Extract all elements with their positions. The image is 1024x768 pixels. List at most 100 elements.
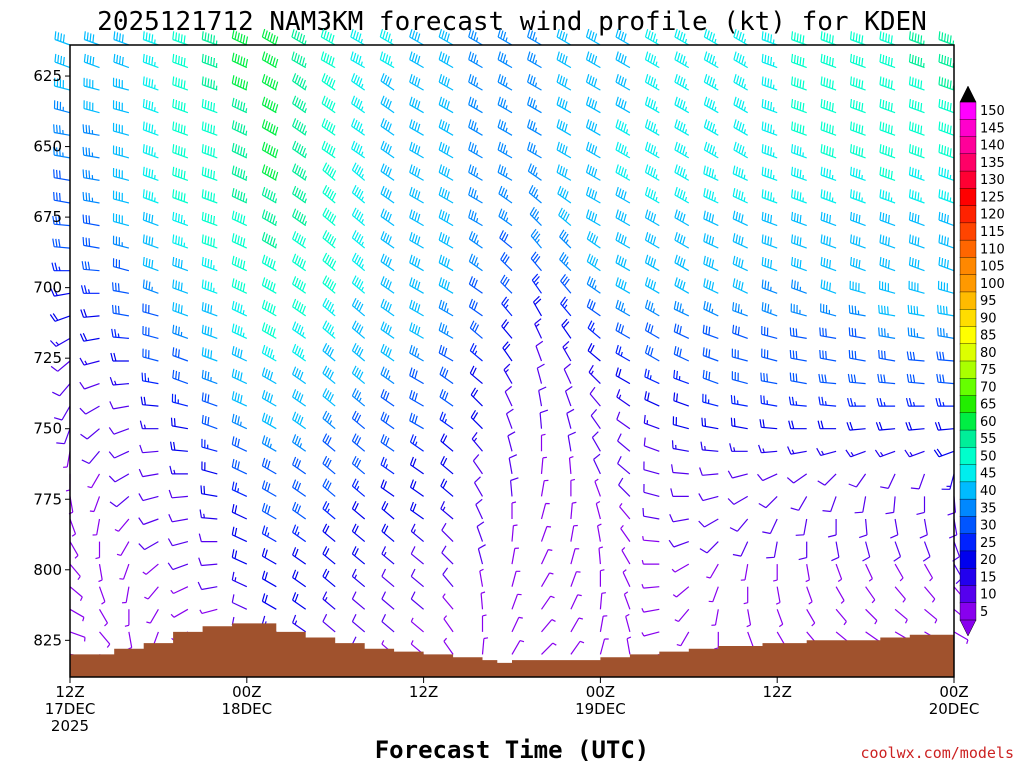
wind-barb <box>511 524 518 542</box>
colorbar-cell <box>959 343 977 362</box>
wind-barb <box>112 77 130 91</box>
wind-barb <box>261 502 277 520</box>
wind-barb <box>53 191 71 204</box>
wind-barb <box>698 518 719 528</box>
wind-barb <box>818 396 837 407</box>
wind-barb <box>201 438 218 452</box>
wind-barb <box>322 185 337 204</box>
wind-barb <box>760 395 778 407</box>
wind-barb <box>201 347 218 362</box>
wind-barb <box>568 456 574 474</box>
wind-barb <box>199 509 218 520</box>
wind-barb <box>50 360 71 372</box>
wind-barb <box>595 500 601 520</box>
wind-barb <box>480 591 486 610</box>
wind-barb <box>527 51 542 69</box>
colorbar-label: 75 <box>980 363 997 378</box>
wind-barb <box>511 640 525 655</box>
wind-barb <box>937 280 955 294</box>
wind-barb <box>438 299 454 317</box>
wind-barb <box>924 608 938 624</box>
wind-barb <box>439 389 454 407</box>
wind-barb <box>879 98 896 114</box>
wind-barb <box>231 571 248 588</box>
wind-barb <box>292 389 307 407</box>
wind-barb <box>938 144 955 159</box>
wind-barb <box>381 613 395 633</box>
wind-barb <box>908 31 925 46</box>
wind-barb <box>379 28 395 46</box>
wind-barb <box>380 140 395 159</box>
wind-barb <box>536 363 545 384</box>
wind-barb <box>409 96 424 114</box>
wind-barb <box>511 593 522 610</box>
wind-barb <box>79 357 100 366</box>
wind-barb <box>820 166 837 181</box>
colorbar-cell <box>959 119 977 138</box>
wind-barb <box>827 519 837 538</box>
wind-barb <box>292 253 307 272</box>
wind-barb <box>644 299 660 317</box>
wind-barb <box>409 51 424 69</box>
wind-barb <box>201 369 218 385</box>
wind-barb <box>144 586 159 600</box>
wind-barb <box>410 617 424 633</box>
wind-barb <box>761 256 778 272</box>
wind-barb <box>231 142 248 159</box>
wind-barb <box>500 274 513 294</box>
wind-barb <box>113 53 130 69</box>
wind-barb <box>732 324 748 339</box>
wind-barb <box>788 396 807 407</box>
wind-barb <box>142 189 159 204</box>
colorbar-label: 65 <box>980 398 997 413</box>
wind-barb <box>351 320 366 339</box>
wind-barb <box>865 586 876 604</box>
wind-barb <box>936 351 955 362</box>
colorbar-cell <box>959 550 977 569</box>
wind-barb <box>907 327 925 339</box>
wind-barb <box>172 144 189 159</box>
wind-barb <box>261 525 277 543</box>
terrain-layer <box>70 623 954 677</box>
wind-barb <box>261 593 277 610</box>
x-tick-label: 12Z <box>55 683 84 701</box>
wind-barb <box>141 372 159 385</box>
wind-barb <box>379 51 395 69</box>
wind-barb <box>231 503 248 520</box>
wind-barb <box>172 98 189 114</box>
colorbar-label: 95 <box>980 294 997 309</box>
colorbar-cell <box>959 170 977 189</box>
wind-barb <box>538 386 547 407</box>
wind-barb <box>53 100 71 114</box>
wind-barb <box>570 478 576 497</box>
colorbar-cell <box>959 378 977 397</box>
wind-barb <box>527 74 542 91</box>
wind-barb <box>788 420 807 430</box>
wind-barb <box>671 563 690 573</box>
wind-barb <box>201 166 218 181</box>
wind-barb <box>615 28 631 46</box>
wind-barb <box>201 211 218 227</box>
wind-barb <box>498 208 513 227</box>
wind-barb <box>380 389 395 407</box>
wind-barb <box>556 164 572 181</box>
wind-barb <box>292 501 307 520</box>
colorbar-label: 140 <box>980 139 1005 154</box>
wind-barb <box>501 319 513 339</box>
wind-barb <box>791 53 807 69</box>
wind-barb <box>481 637 489 655</box>
wind-barb <box>142 211 159 227</box>
wind-barb <box>201 98 218 114</box>
wind-barb <box>443 637 454 655</box>
wind-barb <box>469 343 483 362</box>
wind-barb <box>110 352 129 362</box>
wind-barb <box>534 318 543 339</box>
wind-barb <box>497 28 513 46</box>
wind-barb <box>758 495 778 509</box>
wind-barb <box>539 409 549 429</box>
wind-barb <box>409 299 424 317</box>
wind-barb <box>599 569 605 587</box>
wind-barb <box>292 366 307 385</box>
wind-barb <box>879 211 896 227</box>
wind-barb <box>231 458 248 475</box>
